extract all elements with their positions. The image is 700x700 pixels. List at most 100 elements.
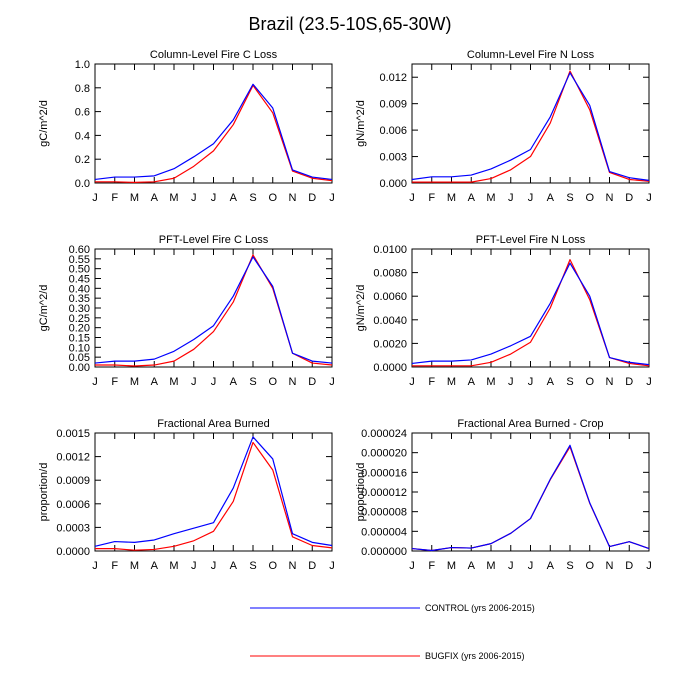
- y-axis-label: proportion/d: [38, 463, 50, 522]
- series-line-control: [411, 262, 650, 366]
- x-tick-label: M: [486, 560, 495, 572]
- y-tick-label: 0.10: [69, 342, 90, 354]
- x-tick-label: A: [468, 192, 476, 204]
- y-tick-label: 0.55: [69, 254, 90, 266]
- series-line-control: [411, 72, 650, 181]
- y-tick-label: 0.20: [69, 323, 90, 335]
- x-tick-label: N: [606, 376, 614, 388]
- x-tick-label: A: [230, 192, 238, 204]
- chart-panel-2: Column-Level Fire N Loss 0.000 0.003 0.006 0…: [355, 49, 652, 204]
- x-tick-label: J: [329, 560, 335, 572]
- x-tick-label: M: [130, 560, 139, 572]
- chart-title: PFT-Level Fire N Loss: [476, 234, 586, 246]
- y-tick-label: 0.4: [75, 130, 90, 142]
- y-tick-label: 0.2: [75, 154, 90, 166]
- x-tick-label: D: [625, 192, 633, 204]
- x-tick-label: J: [528, 192, 534, 204]
- series-line-bugfix: [95, 84, 333, 184]
- y-tick-label: 0.0012: [56, 452, 90, 464]
- x-tick-label: S: [249, 560, 256, 572]
- series-line-bugfix: [95, 441, 333, 551]
- x-tick-label: F: [428, 560, 435, 572]
- x-tick-label: J: [92, 560, 98, 572]
- x-tick-label: D: [625, 376, 633, 388]
- x-tick-label: O: [585, 376, 594, 388]
- chart-panel-6: Fractional Area Burned - Crop 0.000000 0.0…: [355, 418, 652, 572]
- chart-title: PFT-Level Fire C Loss: [159, 234, 269, 246]
- chart-panel-4: PFT-Level Fire N Loss 0.0000 0.0020 0.0040 0…: [355, 234, 652, 388]
- y-tick-label: 0.009: [379, 99, 407, 111]
- x-tick-label: D: [308, 192, 316, 204]
- y-tick-label: 0.0060: [373, 291, 407, 303]
- y-tick-label: 0.0015: [56, 428, 90, 440]
- x-tick-label: M: [130, 376, 139, 388]
- y-tick-label: 0.0020: [373, 338, 407, 350]
- x-tick-label: N: [289, 376, 297, 388]
- series-line-bugfix: [95, 254, 333, 367]
- x-tick-label: A: [151, 192, 159, 204]
- series-line-bugfix: [412, 259, 650, 367]
- y-axis-label: gC/m^2/d: [38, 100, 50, 147]
- x-tick-label: M: [447, 192, 456, 204]
- x-tick-label: F: [428, 376, 435, 388]
- chart-panel-3: PFT-Level Fire C Loss0.000.050.100.150.2…: [38, 234, 335, 388]
- x-tick-label: S: [249, 192, 256, 204]
- plot-frame: [94, 432, 333, 552]
- y-tick-label: 0.000000: [361, 546, 407, 558]
- x-tick-label: A: [151, 376, 159, 388]
- x-tick-label: J: [191, 560, 197, 572]
- plot-frame: [94, 63, 333, 184]
- y-tick-label: 0.003: [379, 152, 407, 164]
- x-tick-label: A: [468, 376, 476, 388]
- x-tick-label: M: [486, 376, 495, 388]
- x-tick-label: M: [169, 192, 178, 204]
- x-tick-label: J: [191, 192, 197, 204]
- x-tick-label: S: [249, 376, 256, 388]
- y-tick-label: 0.6: [75, 107, 90, 119]
- plot-frame: [411, 248, 650, 368]
- x-tick-label: A: [547, 192, 555, 204]
- x-tick-label: J: [409, 560, 415, 572]
- y-tick-label: 0.000024: [361, 428, 407, 440]
- y-tick-label: 0.60: [69, 244, 90, 256]
- y-tick-label: 1.0: [75, 59, 90, 71]
- x-tick-label: M: [169, 376, 178, 388]
- x-tick-label: O: [268, 376, 277, 388]
- y-tick-label: 0.0: [75, 178, 90, 190]
- x-tick-label: J: [191, 376, 197, 388]
- panel-grid: Column-Level Fire C Loss 0.0 0.2 0.4 0.6 0.8 1…: [38, 49, 652, 572]
- x-tick-label: J: [508, 376, 514, 388]
- x-tick-label: D: [308, 560, 316, 572]
- plot-frame: [411, 432, 650, 552]
- x-tick-label: A: [151, 560, 159, 572]
- y-tick-label: 0.8: [75, 83, 90, 95]
- x-tick-label: M: [486, 192, 495, 204]
- y-tick-label: 0.00: [69, 362, 90, 374]
- series-line-control: [94, 83, 333, 181]
- plot-frame: [94, 248, 333, 368]
- x-tick-label: J: [329, 376, 335, 388]
- y-tick-label: 0.000: [379, 178, 407, 190]
- x-tick-label: M: [130, 192, 139, 204]
- x-tick-label: O: [585, 560, 594, 572]
- x-tick-label: N: [289, 192, 297, 204]
- x-tick-label: J: [329, 192, 335, 204]
- series-line-control: [411, 444, 650, 552]
- chart-title: Fractional Area Burned: [157, 418, 270, 430]
- y-tick-label: 0.000016: [361, 467, 407, 479]
- y-tick-label: 0.05: [69, 352, 90, 364]
- x-tick-label: O: [268, 192, 277, 204]
- x-tick-label: J: [528, 376, 534, 388]
- y-axis-label: gN/m^2/d: [355, 100, 367, 147]
- y-tick-label: 0.000020: [361, 448, 407, 460]
- x-tick-label: J: [211, 192, 217, 204]
- x-tick-label: D: [625, 560, 633, 572]
- x-tick-label: S: [566, 560, 573, 572]
- x-tick-label: J: [508, 560, 514, 572]
- x-tick-label: F: [428, 192, 435, 204]
- plot-frame: [411, 63, 650, 184]
- x-tick-label: M: [447, 376, 456, 388]
- x-tick-label: M: [447, 560, 456, 572]
- y-tick-label: 0.000008: [361, 507, 407, 519]
